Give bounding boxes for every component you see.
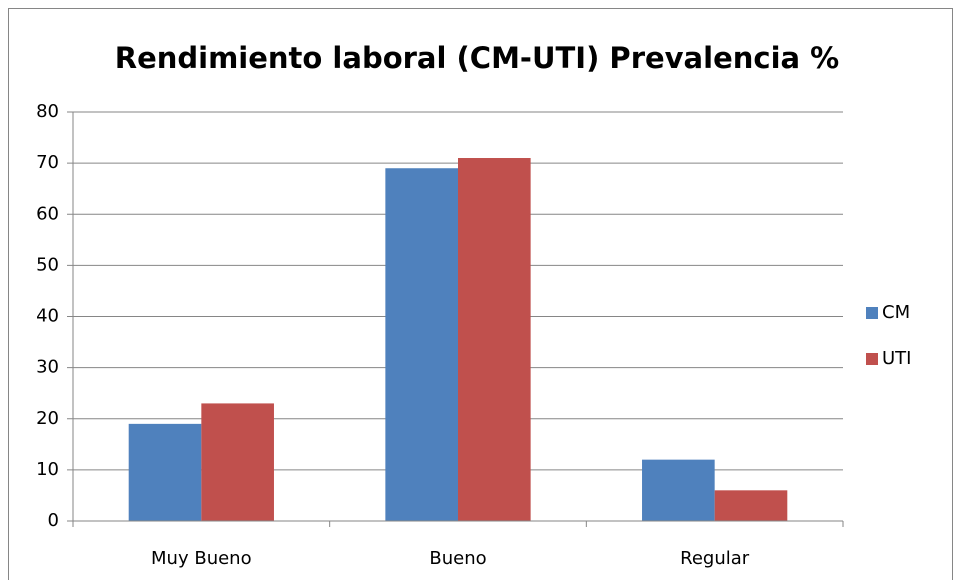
legend-swatch — [866, 353, 878, 365]
y-tick-label: 30 — [36, 357, 59, 378]
legend-swatch — [866, 307, 878, 319]
bar — [714, 490, 788, 521]
y-tick-label: 80 — [36, 101, 59, 122]
x-tick-label: Muy Bueno — [151, 548, 252, 569]
bar — [128, 423, 202, 521]
y-tick-label: 60 — [36, 203, 59, 224]
x-tick-label: Regular — [680, 548, 750, 569]
y-tick-label: 50 — [36, 254, 59, 275]
y-tick-label: 0 — [48, 510, 59, 531]
bar — [201, 403, 274, 521]
legend-label: UTI — [882, 348, 911, 369]
y-tick-label: 10 — [36, 459, 59, 480]
y-tick-label: 20 — [36, 408, 59, 429]
bar — [385, 168, 458, 522]
x-tick-label: Bueno — [429, 548, 486, 569]
legend-label: CM — [882, 302, 910, 323]
bar — [642, 459, 715, 521]
y-tick-label: 40 — [36, 306, 59, 327]
bar — [458, 158, 531, 521]
y-tick-label: 70 — [36, 152, 59, 173]
chart-title: Rendimiento laboral (CM-UTI) Prevalencia… — [115, 41, 840, 75]
